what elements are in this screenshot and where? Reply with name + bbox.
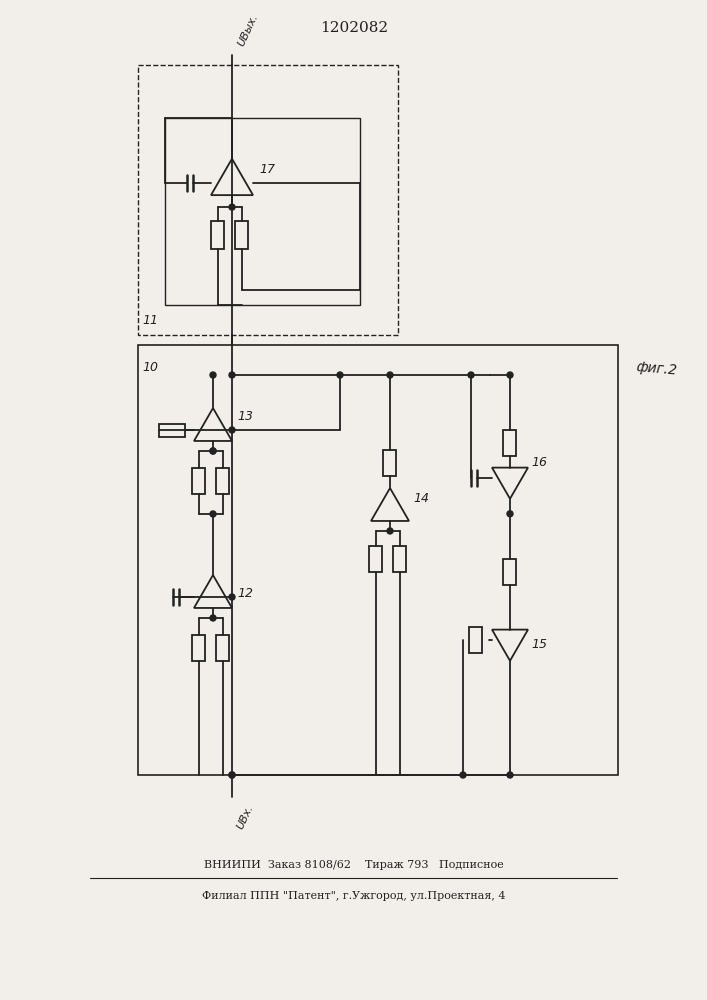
- Circle shape: [337, 372, 343, 378]
- Circle shape: [210, 448, 216, 454]
- Bar: [383, 450, 397, 476]
- Circle shape: [229, 204, 235, 210]
- Circle shape: [460, 772, 466, 778]
- Text: фиг.2: фиг.2: [635, 360, 677, 378]
- Bar: [216, 468, 230, 494]
- Bar: [192, 635, 206, 661]
- Text: 13: 13: [237, 410, 253, 423]
- Text: 14: 14: [413, 492, 429, 505]
- Text: UВх.: UВх.: [235, 803, 255, 831]
- Text: 15: 15: [531, 638, 547, 651]
- Bar: [503, 430, 517, 456]
- Circle shape: [507, 372, 513, 378]
- Circle shape: [210, 448, 216, 454]
- Circle shape: [507, 511, 513, 517]
- Circle shape: [210, 511, 216, 517]
- Text: Филиал ППН "Патент", г.Ужгород, ул.Проектная, 4: Филиал ППН "Патент", г.Ужгород, ул.Проек…: [202, 891, 506, 901]
- Circle shape: [507, 772, 513, 778]
- Bar: [503, 559, 517, 585]
- Bar: [192, 468, 206, 494]
- Bar: [235, 221, 248, 249]
- Text: 11: 11: [142, 314, 158, 327]
- Bar: [165, 118, 360, 305]
- Text: 16: 16: [531, 456, 547, 469]
- Circle shape: [229, 594, 235, 600]
- Circle shape: [387, 372, 393, 378]
- Text: 10: 10: [142, 361, 158, 374]
- Circle shape: [229, 772, 235, 778]
- Circle shape: [210, 615, 216, 621]
- Text: 1202082: 1202082: [320, 21, 388, 35]
- Bar: [138, 65, 398, 335]
- Bar: [159, 424, 185, 436]
- Text: ВНИИПИ  Заказ 8108/62    Тираж 793   Подписное: ВНИИПИ Заказ 8108/62 Тираж 793 Подписное: [204, 860, 504, 870]
- Circle shape: [229, 772, 235, 778]
- Circle shape: [229, 372, 235, 378]
- Text: 17: 17: [259, 163, 275, 176]
- Text: 12: 12: [237, 587, 253, 600]
- Bar: [211, 221, 225, 249]
- Bar: [469, 627, 482, 653]
- Circle shape: [229, 427, 235, 433]
- Bar: [370, 546, 382, 572]
- Circle shape: [468, 372, 474, 378]
- Circle shape: [210, 372, 216, 378]
- Bar: [394, 546, 407, 572]
- Bar: [138, 345, 618, 775]
- Circle shape: [387, 528, 393, 534]
- Bar: [216, 635, 230, 661]
- Text: UВых.: UВых.: [236, 12, 259, 48]
